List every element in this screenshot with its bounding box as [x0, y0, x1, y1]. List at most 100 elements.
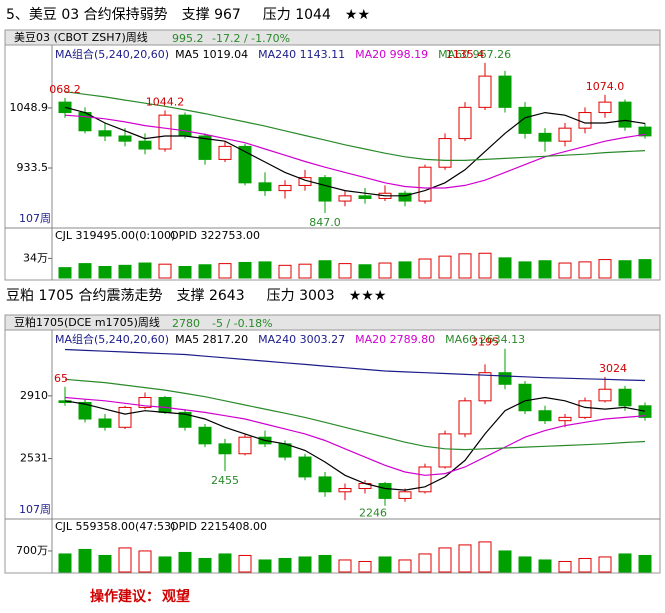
- change: -17.2 / -1.70%: [212, 32, 290, 45]
- candle-body: [178, 114, 192, 137]
- ma-legend: MA240 3003.27: [258, 333, 345, 346]
- annotation: 65: [54, 372, 68, 385]
- candle-body: [498, 372, 512, 385]
- volume-bar: [438, 255, 452, 279]
- candle-body: [198, 426, 212, 445]
- annotation: 1074.0: [586, 80, 625, 93]
- candle-body: [398, 491, 412, 499]
- ma-line: [64, 378, 646, 451]
- volume-bar: [378, 262, 392, 279]
- volume-opid: OPID 322753.00: [170, 229, 260, 242]
- annotation: 1135.4: [446, 48, 485, 61]
- volume-bar: [178, 265, 192, 279]
- volume-bar: [638, 259, 652, 279]
- footer-value: 观望: [162, 588, 190, 605]
- resistance: 压力 1044: [263, 7, 331, 23]
- annotation: 2246: [359, 507, 387, 520]
- candle-body: [498, 75, 512, 108]
- volume-bar: [318, 554, 332, 573]
- candle-body: [398, 192, 412, 202]
- candle-body: [518, 106, 532, 134]
- volume-bar: [118, 547, 132, 573]
- volume-title: CJL 319495.00(0:100): [55, 229, 175, 242]
- volume-bar: [398, 559, 412, 573]
- volume-bar: [478, 252, 492, 279]
- candle-body: [578, 112, 592, 129]
- annotation: 1044.2: [146, 95, 185, 108]
- candle-body: [158, 397, 172, 413]
- candle-body: [558, 416, 572, 422]
- candle-body: [618, 101, 632, 128]
- volume-bar: [258, 261, 272, 279]
- chart-title: 豆粕1705(DCE m1705)周线: [14, 315, 160, 329]
- volume-bar: [298, 556, 312, 573]
- stars: ★★★: [349, 288, 387, 304]
- volume-bar: [518, 556, 532, 573]
- volume-bar: [438, 547, 452, 573]
- volume-bar: [138, 550, 152, 573]
- volume-bar: [118, 264, 132, 279]
- candle-body: [598, 101, 612, 114]
- volume-bar: [238, 554, 252, 573]
- volume-bar: [618, 260, 632, 279]
- y-tick-label: 2910: [20, 389, 48, 402]
- volume-bar: [238, 261, 252, 279]
- candle-body: [118, 135, 132, 142]
- volume-bar: [518, 261, 532, 279]
- candle-body: [178, 411, 192, 428]
- candle-body: [638, 126, 652, 137]
- y-tick-label: 700万: [16, 544, 48, 557]
- ma-line: [64, 396, 646, 476]
- candle-body: [218, 145, 232, 160]
- ma-line: [64, 396, 646, 491]
- candle-body: [98, 418, 112, 428]
- support: 支撑 2643: [177, 288, 245, 304]
- volume-bar: [638, 554, 652, 573]
- volume-bar: [178, 551, 192, 573]
- volume-bar: [478, 541, 492, 573]
- y-tick-label: 2531: [20, 452, 48, 465]
- candle-body: [138, 140, 152, 150]
- annotation: 3195: [471, 336, 499, 349]
- candle-body: [598, 388, 612, 402]
- ma-legend: MA5 2817.20: [175, 333, 248, 346]
- volume-bar: [558, 560, 572, 573]
- candle-body: [438, 138, 452, 168]
- ma-legend: MA20 998.19: [355, 48, 428, 61]
- volume-bar: [378, 556, 392, 573]
- y-tick-label: 933.5: [17, 161, 49, 174]
- volume-bar: [538, 559, 552, 573]
- volume-bar: [58, 267, 72, 279]
- ma-legend: MA60 2634.13: [445, 333, 525, 346]
- volume-bar: [158, 556, 172, 573]
- last-price: 995.2: [172, 32, 204, 45]
- candle-body: [478, 372, 492, 402]
- candle-body: [238, 145, 252, 184]
- volume-bar: [198, 557, 212, 573]
- candle-body: [418, 166, 432, 202]
- y-tick-label: 34万: [23, 251, 48, 264]
- ma-line: [64, 91, 646, 161]
- volume-bar: [538, 260, 552, 279]
- volume-bar: [338, 263, 352, 279]
- volume-bar: [598, 556, 612, 573]
- candle-body: [158, 114, 172, 150]
- candle-body: [118, 406, 132, 428]
- resistance: 压力 3003: [267, 288, 335, 304]
- ma-legend: MA20 2789.80: [355, 333, 435, 346]
- candle-body: [438, 433, 452, 468]
- volume-bar: [598, 259, 612, 279]
- ma-legend: MA5 1019.04: [175, 48, 248, 61]
- volume-opid: OPID 2215408.00: [170, 520, 267, 533]
- volume-bar: [338, 559, 352, 573]
- volume-bar: [578, 557, 592, 573]
- volume-bar: [558, 262, 572, 279]
- volume-bar: [318, 260, 332, 279]
- candle-body: [278, 184, 292, 192]
- ma-legend: MA240 1143.11: [258, 48, 345, 61]
- ma-title: MA组合(5,240,20,60): [55, 47, 169, 61]
- volume-bar: [458, 544, 472, 573]
- volume-bar: [158, 263, 172, 279]
- candle-body: [578, 400, 592, 418]
